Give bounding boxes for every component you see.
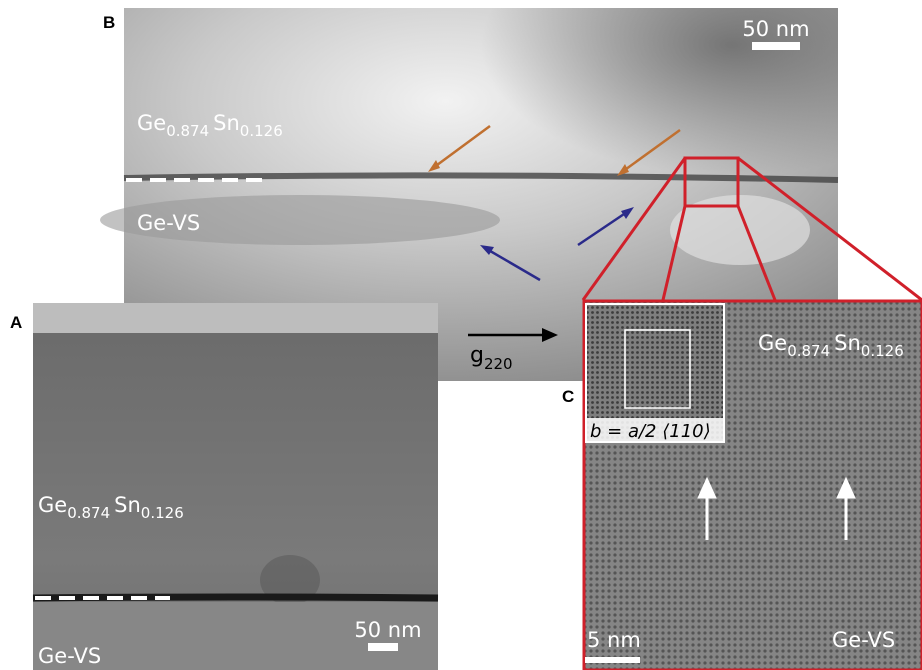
- text-part: 0.126: [240, 122, 283, 140]
- scale-label: 50 nm: [742, 17, 809, 41]
- text-part: 0.874: [787, 342, 830, 360]
- layer-label: Ge-VS: [832, 628, 895, 652]
- text-part: Sn: [213, 111, 240, 135]
- text-part: 0.874: [166, 122, 209, 140]
- scale-bar: [368, 643, 398, 651]
- text-part: Sn: [114, 493, 141, 517]
- text-part: 0.126: [861, 342, 904, 360]
- text-part: Sn: [834, 331, 861, 355]
- text-part: Ge: [137, 111, 166, 135]
- panel-label: B: [103, 13, 115, 32]
- scale-bar: [752, 42, 800, 50]
- text-part: 0.126: [141, 504, 184, 522]
- text-part: Ge: [758, 331, 787, 355]
- text-part: 220: [484, 355, 513, 373]
- panel-label: C: [562, 387, 574, 406]
- burgers-vector: b = a/2 ⟨110⟩: [590, 421, 711, 442]
- scale-bar: [585, 657, 640, 663]
- panel-label: A: [10, 313, 22, 332]
- scale-label: 50 nm: [354, 618, 421, 642]
- layer-label: Ge-VS: [137, 211, 200, 235]
- text-part: Ge: [38, 493, 67, 517]
- text-part: 0.874: [67, 504, 110, 522]
- text-part: g: [470, 343, 484, 368]
- figure: 50 nm Ge0.874Sn0.126 Ge-VS g220 B Ge0.87…: [0, 0, 922, 670]
- scale-label: 5 nm: [587, 628, 641, 652]
- layer-label: Ge-VS: [38, 644, 101, 668]
